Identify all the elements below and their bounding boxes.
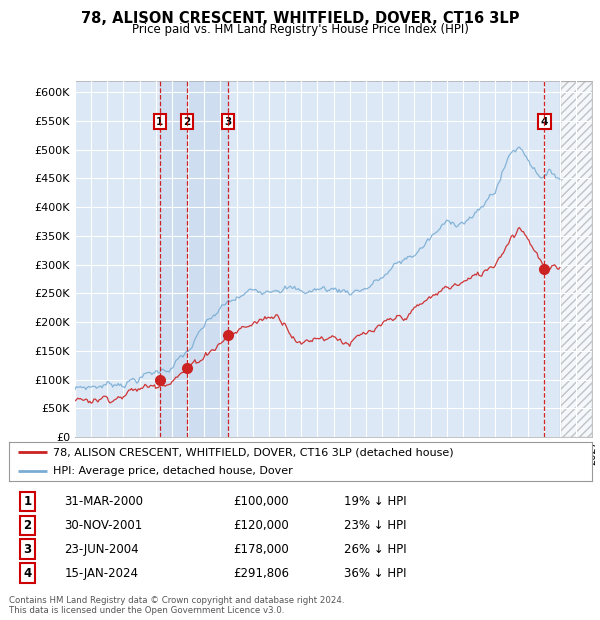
Text: 30-NOV-2001: 30-NOV-2001 (64, 519, 143, 532)
Text: £120,000: £120,000 (233, 519, 289, 532)
Text: Price paid vs. HM Land Registry's House Price Index (HPI): Price paid vs. HM Land Registry's House … (131, 23, 469, 36)
Text: 1: 1 (156, 117, 163, 126)
Text: 36% ↓ HPI: 36% ↓ HPI (344, 567, 407, 580)
Text: 19% ↓ HPI: 19% ↓ HPI (344, 495, 407, 508)
Text: 31-MAR-2000: 31-MAR-2000 (64, 495, 143, 508)
Text: 26% ↓ HPI: 26% ↓ HPI (344, 542, 407, 556)
Text: £100,000: £100,000 (233, 495, 289, 508)
Text: 78, ALISON CRESCENT, WHITFIELD, DOVER, CT16 3LP (detached house): 78, ALISON CRESCENT, WHITFIELD, DOVER, C… (53, 448, 454, 458)
Bar (560, 81, 592, 437)
Text: Contains HM Land Registry data © Crown copyright and database right 2024.: Contains HM Land Registry data © Crown c… (9, 596, 344, 606)
Text: 3: 3 (23, 542, 32, 556)
Text: 3: 3 (224, 117, 232, 126)
Text: 23-JUN-2004: 23-JUN-2004 (64, 542, 139, 556)
Bar (160, 81, 228, 437)
Text: 4: 4 (23, 567, 32, 580)
Text: £291,806: £291,806 (233, 567, 290, 580)
Text: 23% ↓ HPI: 23% ↓ HPI (344, 519, 407, 532)
Text: This data is licensed under the Open Government Licence v3.0.: This data is licensed under the Open Gov… (9, 606, 284, 616)
Text: 2: 2 (183, 117, 190, 126)
Text: 4: 4 (541, 117, 548, 126)
Text: 15-JAN-2024: 15-JAN-2024 (64, 567, 139, 580)
Text: 2: 2 (23, 519, 32, 532)
Text: 1: 1 (23, 495, 32, 508)
Text: HPI: Average price, detached house, Dover: HPI: Average price, detached house, Dove… (53, 466, 292, 476)
Text: 78, ALISON CRESCENT, WHITFIELD, DOVER, CT16 3LP: 78, ALISON CRESCENT, WHITFIELD, DOVER, C… (81, 11, 519, 25)
Text: £178,000: £178,000 (233, 542, 289, 556)
